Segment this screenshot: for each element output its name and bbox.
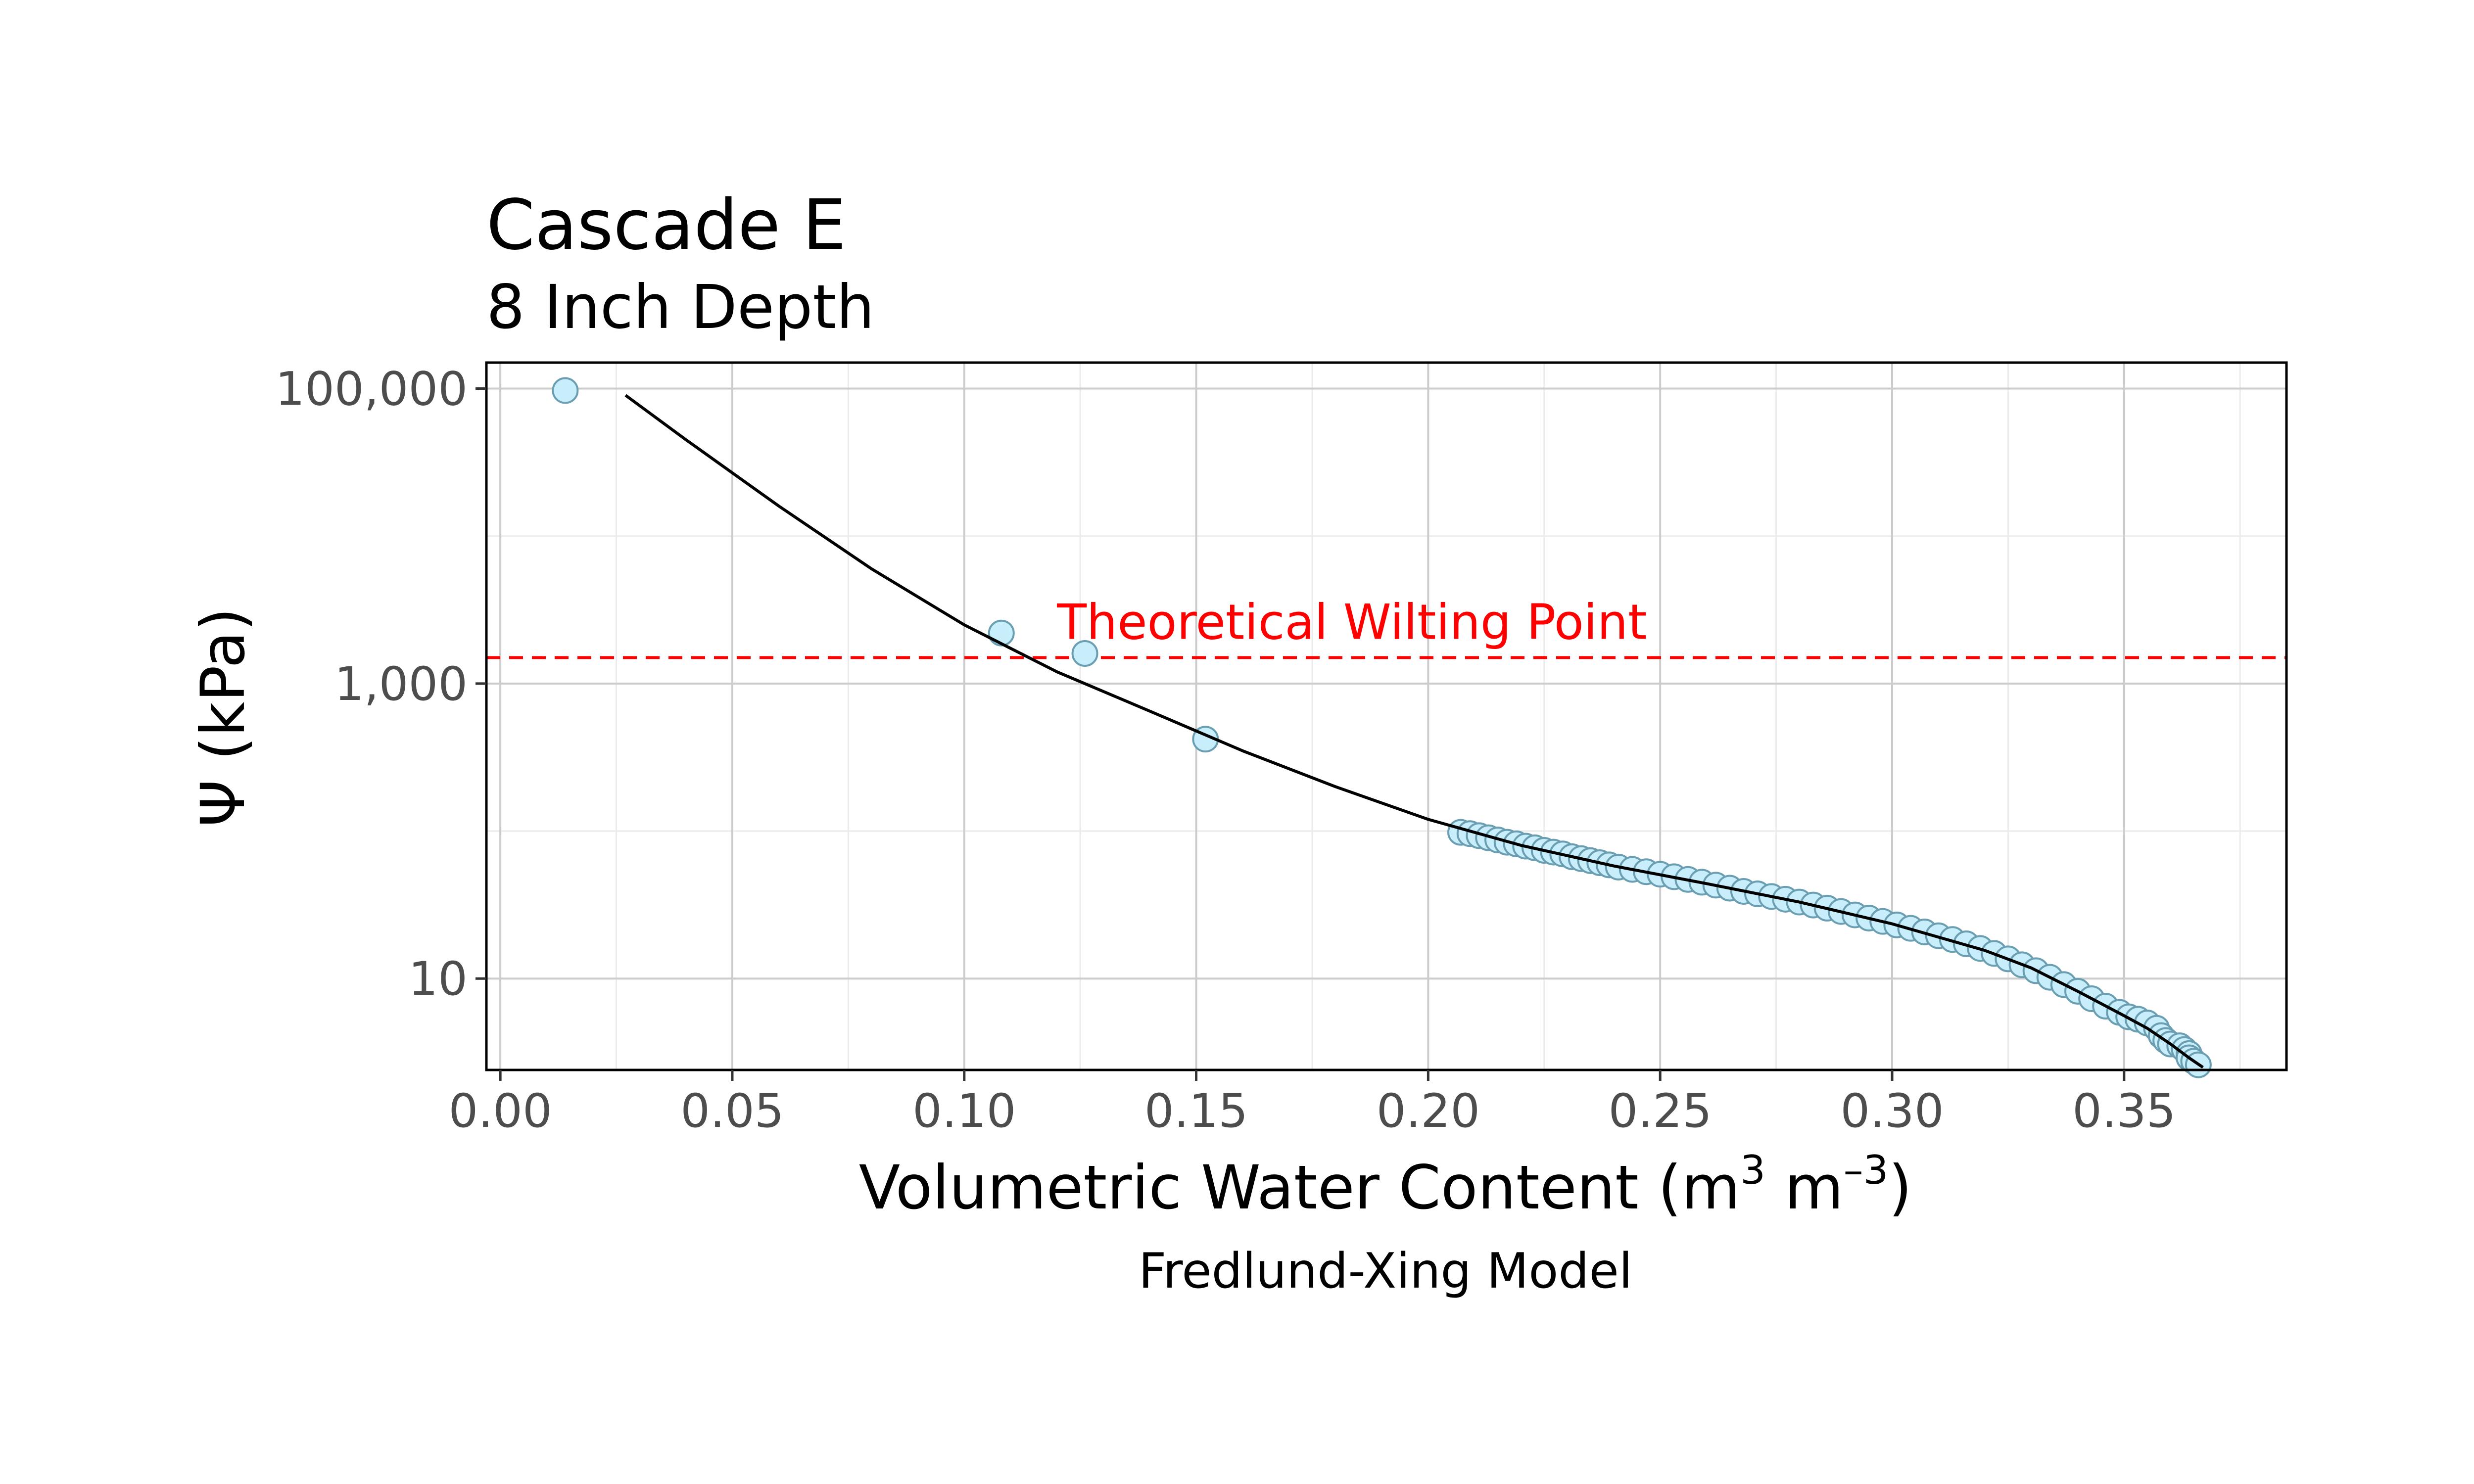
chart-title: Cascade E xyxy=(486,185,846,266)
y-tick-label: 10 xyxy=(408,952,468,1006)
x-tick-label: 0.20 xyxy=(1377,1084,1480,1138)
chart-caption: Fredlund-Xing Model xyxy=(1139,1243,1632,1299)
x-tick-label: 0.35 xyxy=(2072,1084,2176,1138)
x-tick-label: 0.05 xyxy=(680,1084,784,1138)
x-axis-title-sup1: 3 xyxy=(1740,1147,1765,1193)
y-axis-ticks: 10 1,000 100,000 xyxy=(275,363,486,1006)
y-tick-label: 100,000 xyxy=(275,363,468,417)
wilting-point-label: Theoretical Wilting Point xyxy=(1056,594,1647,650)
data-point xyxy=(1071,640,1098,667)
x-axis-title-main: Volumetric Water Content (m xyxy=(859,1153,1740,1223)
x-tick-label: 0.30 xyxy=(1840,1084,1944,1138)
x-tick-label: 0.00 xyxy=(448,1084,552,1138)
fitted-curve-layer xyxy=(624,394,2204,1069)
grid-lines xyxy=(486,363,2286,1070)
x-axis-ticks: 0.00 0.05 0.10 0.15 0.20 0.25 0.30 0.35 xyxy=(448,1070,2176,1138)
x-axis-title: Volumetric Water Content (m3 m–3) xyxy=(859,1147,1912,1223)
x-tick-label: 0.15 xyxy=(1144,1084,1248,1138)
y-axis-title: Ψ (kPa) xyxy=(188,607,258,827)
x-tick-label: 0.25 xyxy=(1609,1084,1712,1138)
chart-subtitle: 8 Inch Depth xyxy=(486,272,874,342)
fitted-curve xyxy=(624,394,2204,1069)
x-axis-title-mid: m xyxy=(1765,1153,1844,1223)
y-tick-label: 1,000 xyxy=(334,657,468,711)
wilting-point-layer: Theoretical Wilting Point xyxy=(486,594,2286,659)
plot-panel: Theoretical Wilting Point xyxy=(485,361,2288,1078)
data-point xyxy=(988,619,1015,647)
x-tick-label: 0.10 xyxy=(912,1084,1016,1138)
data-point xyxy=(552,377,579,404)
x-axis-title-end: ) xyxy=(1889,1153,1912,1223)
x-axis-title-sup2: –3 xyxy=(1844,1147,1889,1193)
plot-border xyxy=(485,361,2288,1071)
